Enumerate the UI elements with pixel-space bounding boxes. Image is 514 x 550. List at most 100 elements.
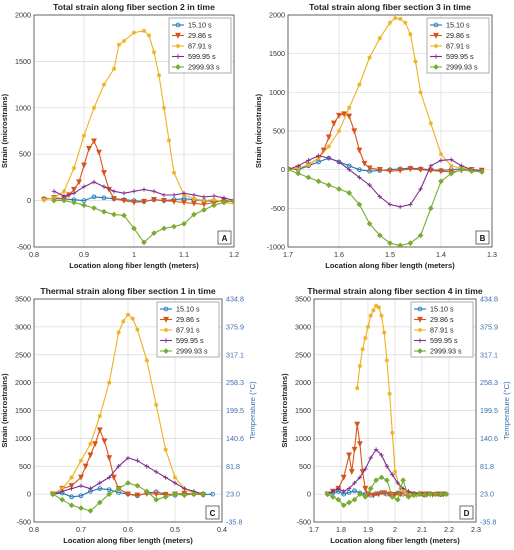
data-point	[341, 111, 348, 118]
data-point	[411, 492, 417, 499]
y-tick-label: 3000	[15, 322, 31, 331]
right-tick-label: 317.1	[226, 350, 244, 359]
data-point	[357, 491, 363, 497]
data-point	[151, 230, 157, 236]
right-tick-label: 258.3	[226, 378, 244, 387]
right-axis-label: Temperature (°C)	[248, 381, 257, 440]
data-point	[78, 458, 84, 463]
data-point	[449, 157, 454, 162]
data-point	[397, 242, 404, 247]
data-point	[427, 205, 434, 212]
legend-label: 29.86 s	[430, 315, 454, 324]
plot-frame	[287, 14, 493, 248]
data-point	[381, 490, 388, 497]
data-point	[296, 165, 301, 171]
chart-panel-d: 1.7 1.8 1.9 2 2.1 2.2 2.3 -500 0 500 1000 1500 2000 2…	[280, 286, 511, 545]
data-point	[432, 491, 439, 497]
data-point	[106, 491, 113, 497]
data-point	[356, 147, 363, 154]
data-point	[125, 312, 131, 317]
y-axis-label: Strain (microstrains)	[0, 93, 9, 168]
x-tick-label: 2	[393, 525, 397, 534]
data-point	[373, 477, 379, 484]
data-point	[161, 192, 167, 198]
x-tick-label: 0.8	[29, 525, 39, 534]
x-tick-label: 1.2	[229, 250, 239, 259]
data-point	[357, 82, 362, 87]
legend-marker	[175, 64, 181, 70]
data-point	[191, 196, 197, 201]
y-axis-label: Strain (microstrains)	[254, 93, 263, 168]
data-point	[394, 496, 401, 503]
data-point	[86, 145, 92, 152]
data-point	[326, 144, 331, 149]
data-point	[373, 447, 379, 452]
y-tick-label: 3500	[15, 295, 31, 304]
data-point	[351, 128, 358, 135]
data-point	[106, 455, 113, 462]
right-tick-label: 199.5	[226, 406, 244, 415]
legend-marker	[433, 32, 439, 39]
data-point	[449, 163, 454, 168]
chart-title: Thermal strain along fiber section 1 in …	[40, 286, 215, 296]
data-point	[352, 480, 357, 486]
legend-marker	[417, 327, 423, 333]
data-point	[379, 452, 384, 458]
legend-label: 87.91 s	[446, 42, 470, 51]
data-point	[81, 162, 87, 169]
data-point	[190, 491, 197, 497]
data-point	[101, 438, 108, 445]
x-tick-label: 2.1	[417, 525, 427, 534]
data-point	[130, 316, 135, 321]
data-point	[162, 494, 169, 500]
data-point	[116, 464, 121, 469]
x-tick-label: 1.4	[436, 250, 446, 259]
data-point	[387, 240, 393, 246]
data-point	[408, 202, 413, 207]
data-point	[397, 167, 404, 174]
series-2999-93-s	[49, 480, 207, 514]
data-point	[375, 491, 382, 498]
data-point	[200, 490, 207, 497]
y-tick-label: 500	[299, 462, 311, 471]
y-tick-label: 1000	[15, 434, 31, 443]
right-tick-label: 81.8	[480, 462, 494, 471]
legend-marker	[417, 316, 423, 323]
right-tick-label: 375.9	[226, 322, 244, 331]
data-point	[111, 189, 117, 194]
data-point	[151, 49, 157, 55]
legend-label: 2999.93 s	[446, 63, 478, 72]
data-point	[366, 165, 373, 172]
x-tick-label: 0.9	[79, 250, 89, 259]
data-point	[363, 466, 368, 472]
x-tick-label: 1.9	[363, 525, 373, 534]
y-tick-label: 1500	[15, 57, 31, 66]
data-point	[395, 480, 400, 486]
legend-label: 29.86 s	[446, 31, 470, 40]
data-point	[49, 491, 56, 497]
x-tick-label: 1.7	[309, 525, 319, 534]
right-tick-label: 23.0	[480, 490, 494, 499]
data-point	[91, 194, 97, 200]
data-point	[295, 170, 302, 177]
y-tick-label: 500	[273, 127, 285, 136]
legend-marker	[163, 316, 169, 323]
legend-marker	[175, 22, 181, 28]
data-point	[384, 464, 390, 469]
data-point	[478, 169, 485, 175]
data-point	[111, 196, 117, 202]
x-tick-label: 2.3	[471, 525, 481, 534]
data-point	[371, 307, 376, 313]
data-point	[438, 158, 444, 163]
data-point	[91, 179, 97, 185]
data-point	[231, 197, 234, 204]
data-point	[400, 477, 406, 484]
data-point	[306, 158, 311, 163]
data-point	[116, 42, 122, 47]
y-tick-label: 2000	[15, 378, 31, 387]
data-point	[357, 175, 362, 180]
data-point	[68, 502, 75, 509]
data-point	[172, 475, 178, 480]
